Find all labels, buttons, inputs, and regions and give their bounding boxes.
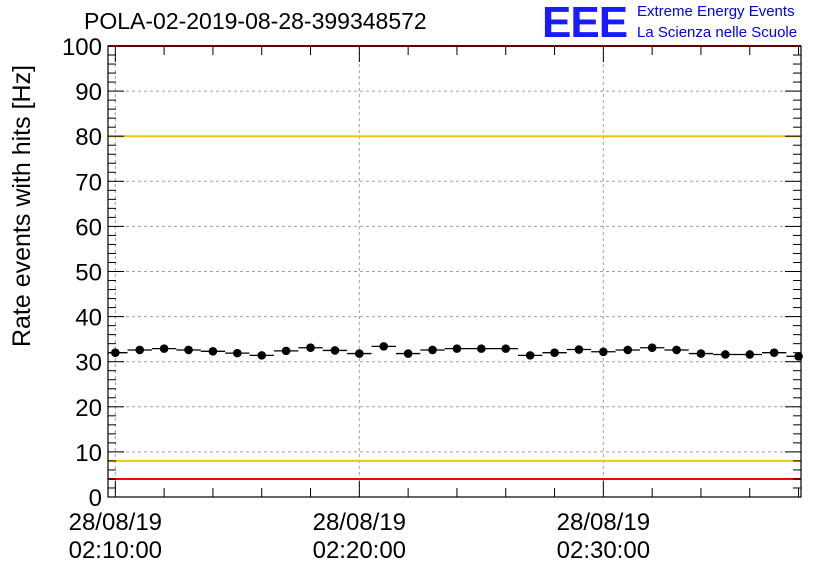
data-point: [696, 349, 706, 358]
x-tick-labels: 28/08/1902:10:0028/08/1902:20:0028/08/19…: [69, 509, 650, 564]
x-tick-date-label: 28/08/19: [557, 509, 650, 536]
data-point: [745, 350, 755, 359]
y-tick-label: 30: [75, 350, 102, 377]
data-point: [599, 347, 608, 357]
data-point: [769, 348, 779, 357]
data-point: [159, 344, 169, 353]
data-point: [281, 346, 291, 356]
y-tick-label: 70: [75, 169, 102, 196]
y-tick-label: 90: [75, 79, 102, 106]
y-tick-label: 50: [75, 260, 102, 287]
data-point: [721, 350, 730, 359]
y-tick-label: 20: [75, 395, 102, 422]
data-point: [306, 343, 315, 353]
data-point: [794, 351, 803, 361]
data-point: [184, 345, 193, 355]
data-point: [379, 342, 389, 351]
data-point: [330, 346, 340, 355]
y-tick-label: 10: [75, 440, 102, 467]
data-point: [208, 347, 218, 356]
y-tick-label: 80: [75, 124, 102, 151]
data-point: [403, 349, 413, 358]
data-point: [233, 348, 242, 358]
data-point: [501, 344, 511, 353]
data-point: [257, 351, 267, 360]
data-point: [135, 345, 145, 355]
data-point: [550, 348, 559, 357]
y-tick-label: 40: [75, 305, 102, 332]
x-tick-date-label: 28/08/19: [313, 509, 406, 536]
x-tick-time-label: 02:30:00: [557, 537, 650, 564]
x-tick-time-label: 02:10:00: [69, 537, 162, 564]
data-point: [477, 344, 486, 353]
x-tick-date-label: 28/08/19: [69, 509, 162, 536]
data-point: [111, 348, 120, 357]
eee-logo: EEE: [542, 0, 628, 47]
data-point: [452, 344, 462, 353]
data-points: [108, 342, 803, 361]
x-tick-time-label: 02:20:00: [313, 537, 406, 564]
logo-text-line2: La Scienza nelle Scuole: [637, 24, 798, 41]
y-tick-label: 60: [75, 214, 102, 241]
data-point: [672, 345, 681, 355]
data-point: [525, 351, 535, 360]
chart-title: POLA-02-2019-08-28-399348572: [84, 8, 427, 34]
y-tick-label: 0: [89, 485, 102, 512]
y-tick-labels: 0 10 20 30 40 50 60 70 80 90 100: [62, 34, 102, 512]
data-point: [647, 343, 657, 353]
axis-ticks: [108, 45, 801, 498]
y-axis-label: Rate events with hits [Hz]: [8, 65, 36, 347]
data-point: [355, 349, 364, 358]
logo-text-line1: Extreme Energy Events: [637, 3, 795, 20]
data-point: [574, 345, 584, 354]
data-point: [623, 345, 633, 355]
y-tick-label: 100: [62, 34, 102, 61]
grid: [108, 46, 801, 497]
data-point: [428, 345, 437, 355]
threshold-lines: [108, 45, 801, 480]
